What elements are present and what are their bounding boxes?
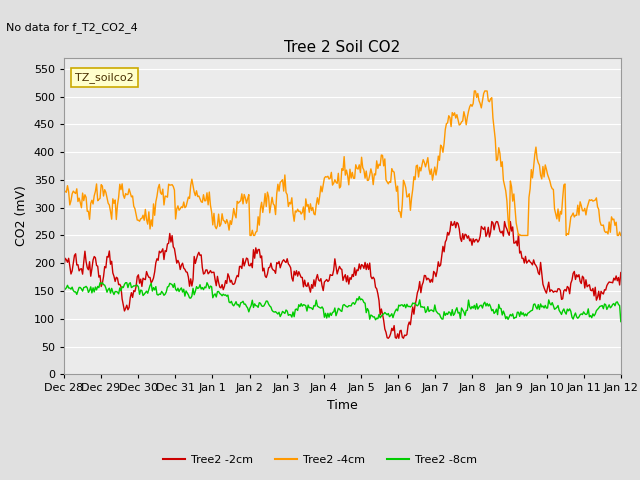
Text: No data for f_T2_CO2_4: No data for f_T2_CO2_4: [6, 22, 138, 33]
Text: TZ_soilco2: TZ_soilco2: [75, 72, 134, 83]
Title: Tree 2 Soil CO2: Tree 2 Soil CO2: [284, 40, 401, 55]
Legend: Tree2 -2cm, Tree2 -4cm, Tree2 -8cm: Tree2 -2cm, Tree2 -4cm, Tree2 -8cm: [159, 451, 481, 469]
X-axis label: Time: Time: [327, 399, 358, 412]
Y-axis label: CO2 (mV): CO2 (mV): [15, 186, 28, 246]
